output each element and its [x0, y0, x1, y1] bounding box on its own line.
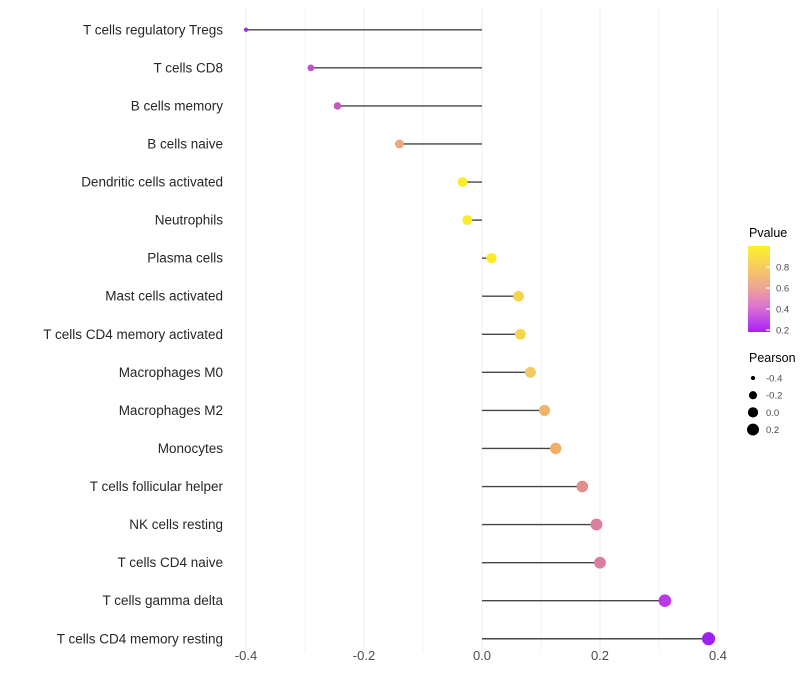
- category-label: T cells follicular helper: [90, 479, 224, 494]
- pearson-legend-item: -0.4: [750, 374, 782, 385]
- data-point: [701, 632, 716, 646]
- lollipop-row: T cells gamma delta: [102, 593, 672, 608]
- data-point: [513, 290, 524, 302]
- data-point: [394, 139, 404, 149]
- data-point: [550, 442, 562, 455]
- category-label: Macrophages M2: [119, 403, 223, 418]
- legend-pvalue: Pvalue 0.8 0.6 0.4 0.2: [748, 226, 789, 337]
- lollipop-row: B cells memory: [131, 98, 482, 113]
- data-point: [658, 594, 672, 608]
- data-point: [594, 556, 606, 569]
- lollipop-row: Dendritic cells activated: [81, 175, 482, 190]
- category-label: Dendritic cells activated: [81, 175, 223, 190]
- category-label: Mast cells activated: [105, 289, 223, 304]
- lollipop-row: Neutrophils: [155, 213, 482, 228]
- category-label: T cells regulatory Tregs: [83, 22, 223, 37]
- lollipop-row: NK cells resting: [129, 517, 603, 532]
- pearson-legend-item: 0.0: [747, 407, 779, 419]
- lollipop-rows: T cells regulatory Tregs T cells CD8 B cel…: [43, 22, 716, 646]
- data-point: [486, 252, 497, 264]
- lollipop-row: Mast cells activated: [105, 289, 524, 304]
- gridlines: [245, 8, 719, 652]
- pearson-legend-label: -0.2: [766, 391, 782, 402]
- category-label: T cells CD4 memory resting: [57, 631, 223, 646]
- data-point: [243, 27, 249, 32]
- category-label: Macrophages M0: [119, 365, 223, 380]
- lollipop-row: T cells follicular helper: [90, 479, 589, 494]
- pearson-legend-item: 0.2: [747, 423, 779, 436]
- x-axis: -0.4 -0.2 0.0 0.2 0.4: [235, 648, 727, 663]
- lollipop-row: B cells naive: [147, 136, 482, 151]
- legend-pearson: Pearson -0.4 -0.2 0.0 0.2: [747, 351, 796, 436]
- data-point: [538, 404, 551, 416]
- x-tick-label: -0.4: [235, 648, 257, 663]
- x-tick-label: 0.0: [473, 648, 491, 663]
- x-tick-label: 0.4: [709, 648, 727, 663]
- category-label: NK cells resting: [129, 517, 223, 532]
- pearson-legend-label: 0.0: [766, 408, 779, 419]
- lollipop-row: Macrophages M0: [119, 365, 536, 380]
- data-point: [514, 328, 526, 340]
- lollipop-row: T cells CD4 memory activated: [43, 327, 526, 342]
- pearson-legend-dot: [750, 375, 756, 381]
- lollipop-row: T cells CD4 naive: [117, 555, 606, 570]
- pvalue-legend-title: Pvalue: [749, 226, 787, 240]
- category-label: T cells CD8: [153, 60, 223, 75]
- pearson-legend-items: -0.4 -0.2 0.0 0.2: [747, 374, 782, 436]
- pvalue-tick-label: 0.2: [776, 326, 789, 337]
- category-label: Monocytes: [158, 441, 224, 456]
- lollipop-row: Plasma cells: [147, 251, 497, 266]
- lollipop-row: T cells CD4 memory resting: [57, 631, 716, 646]
- pvalue-legend-ticks: 0.8 0.6 0.4 0.2: [766, 263, 789, 337]
- category-label: T cells CD4 naive: [117, 555, 223, 570]
- pvalue-tick-label: 0.6: [776, 284, 789, 295]
- lollipop-row: T cells CD8: [153, 60, 482, 75]
- lollipop-row: Monocytes: [158, 441, 562, 456]
- category-label: B cells naive: [147, 136, 223, 151]
- data-point: [307, 64, 315, 72]
- category-label: B cells memory: [131, 98, 224, 113]
- lollipop-row: T cells regulatory Tregs: [83, 22, 482, 37]
- pearson-legend-dot: [747, 407, 759, 418]
- x-tick-label: -0.2: [353, 648, 375, 663]
- data-point: [576, 480, 589, 493]
- data-point: [524, 366, 536, 378]
- pearson-legend-dot: [748, 391, 758, 400]
- pearson-legend-title: Pearson: [749, 351, 796, 365]
- category-label: Plasma cells: [147, 251, 223, 266]
- data-point: [457, 177, 468, 188]
- pearson-legend-label: -0.4: [766, 374, 782, 385]
- pearson-legend-dot: [747, 423, 759, 436]
- category-label: T cells CD4 memory activated: [43, 327, 223, 342]
- pearson-legend-label: 0.2: [766, 425, 779, 436]
- pearson-legend-item: -0.2: [748, 391, 782, 402]
- data-point: [333, 102, 342, 110]
- lollipop-row: Macrophages M2: [119, 403, 551, 418]
- pvalue-tick-label: 0.4: [776, 305, 789, 316]
- data-point: [590, 518, 603, 531]
- category-label: T cells gamma delta: [102, 593, 223, 608]
- pvalue-tick-label: 0.8: [776, 263, 789, 274]
- x-tick-label: 0.2: [591, 648, 609, 663]
- category-label: Neutrophils: [155, 213, 224, 228]
- pvalue-gradient-bar: [748, 246, 770, 332]
- data-point: [462, 215, 473, 226]
